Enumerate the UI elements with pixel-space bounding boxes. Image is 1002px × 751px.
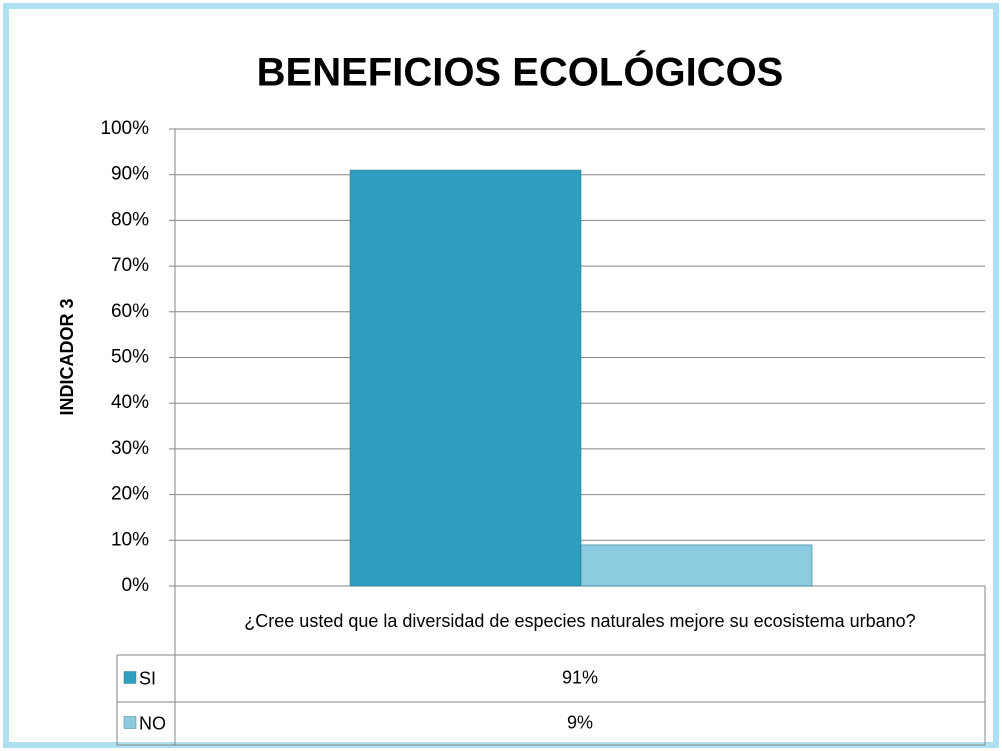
y-axis-label: INDICADOR 3 [57,298,77,415]
y-tick-label: 40% [111,392,149,413]
table-value: 9% [567,712,593,732]
legend-label: SI [139,668,156,688]
y-tick-label: 0% [122,575,150,596]
legend-label: NO [139,713,166,733]
legend-key [123,671,137,684]
y-tick-label: 70% [111,255,149,276]
bar [580,544,813,587]
y-tick-label: 60% [111,301,149,322]
y-tick-label: 90% [111,164,149,185]
y-tick-label: 20% [111,484,149,505]
y-tick-label: 50% [111,347,149,368]
table-value: 91% [562,667,598,687]
y-tick-label: 100% [100,118,149,139]
y-tick-label: 30% [111,438,149,459]
y-tick-label: 10% [111,529,149,550]
chart-title: BENEFICIOS ECOLÓGICOS [257,49,784,95]
bar [349,169,582,587]
legend-key [123,716,137,729]
y-tick-label: 80% [111,209,149,230]
category-label: ¿Cree usted que la diversidad de especie… [244,611,916,631]
